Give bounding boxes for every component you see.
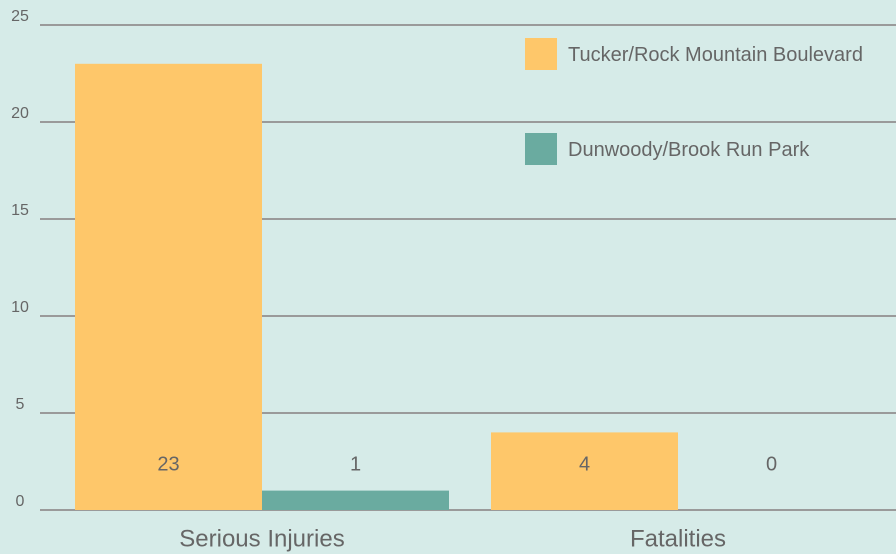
legend-label: Tucker/Rock Mountain Boulevard [568,44,863,66]
legend-swatch [525,38,557,70]
data-label: 4 [579,453,590,475]
data-label: 0 [766,453,777,475]
y-tick-label: 10 [11,299,29,316]
legend-swatch [525,133,557,165]
bar [75,63,262,511]
y-tick-label: 20 [11,105,29,122]
x-tick-label: Fatalities [630,525,726,552]
legend-label: Dunwoody/Brook Run Park [568,139,810,161]
bar [262,490,449,510]
y-tick-label: 25 [11,8,29,25]
y-tick-label: 15 [11,202,29,219]
data-label: 1 [350,453,361,475]
y-tick-label: 0 [16,493,25,510]
data-label: 23 [157,453,179,475]
y-tick-label: 5 [16,396,25,413]
x-tick-label: Serious Injuries [179,525,344,552]
bar [491,432,678,510]
